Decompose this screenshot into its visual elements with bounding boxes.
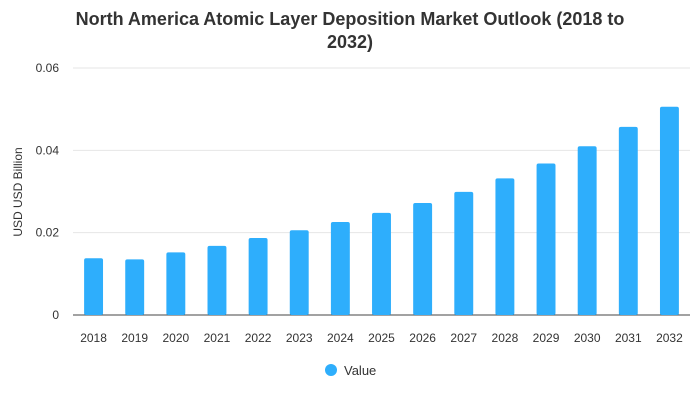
x-tick-label: 2025 xyxy=(368,331,395,345)
x-tick-label: 2026 xyxy=(409,331,436,345)
x-tick-label: 2022 xyxy=(245,331,272,345)
x-tick-label: 2031 xyxy=(615,331,642,345)
bar-2030[interactable] xyxy=(577,146,597,315)
bar-2029[interactable] xyxy=(536,163,556,315)
y-tick-label: 0.04 xyxy=(36,143,60,157)
legend-label: Value xyxy=(344,363,376,378)
bar-2027[interactable] xyxy=(454,191,474,315)
y-axis-ticks: 0 0.02 0.04 0.06 xyxy=(36,61,60,322)
bars xyxy=(84,106,679,316)
bar-2022[interactable] xyxy=(248,238,268,315)
bar-2025[interactable] xyxy=(372,212,391,315)
x-tick-label: 2019 xyxy=(121,331,148,345)
chart-title-line-2: 2032) xyxy=(326,32,374,52)
bar-2024[interactable] xyxy=(330,221,350,315)
bar-2028[interactable] xyxy=(495,178,515,315)
y-tick-label: 0.06 xyxy=(36,61,60,75)
legend-marker-icon xyxy=(325,364,337,376)
bar-2019[interactable] xyxy=(125,259,145,315)
bar-2031[interactable] xyxy=(618,126,638,315)
chart-title-line-1: North America Atomic Layer Deposition Ma… xyxy=(75,9,625,29)
bar-2023[interactable] xyxy=(289,230,309,315)
bar-2026[interactable] xyxy=(413,203,433,315)
x-tick-label: 2029 xyxy=(533,331,560,345)
x-tick-label: 2018 xyxy=(80,331,107,345)
x-tick-label: 2023 xyxy=(286,331,313,345)
legend[interactable]: Value xyxy=(325,363,376,378)
bar-2032[interactable] xyxy=(659,106,679,316)
x-tick-label: 2030 xyxy=(574,331,601,345)
x-tick-label: 2032 xyxy=(656,331,683,345)
x-tick-label: 2021 xyxy=(204,331,231,345)
y-tick-label: 0 xyxy=(52,308,59,322)
x-tick-label: 2027 xyxy=(450,331,477,345)
bar-2020[interactable] xyxy=(166,252,186,315)
x-tick-label: 2028 xyxy=(492,331,519,345)
bar-2018[interactable] xyxy=(84,258,104,315)
bar-2021[interactable] xyxy=(207,245,227,315)
x-tick-label: 2020 xyxy=(162,331,189,345)
chart-title: North America Atomic Layer Deposition Ma… xyxy=(0,8,700,54)
y-axis-label: USD USD Billion xyxy=(11,147,25,236)
x-axis-ticks: 2018 2019 2020 2021 2022 2023 2024 2025 2026 2027… xyxy=(80,331,683,345)
x-tick-label: 2024 xyxy=(327,331,354,345)
y-tick-label: 0.02 xyxy=(36,226,60,240)
